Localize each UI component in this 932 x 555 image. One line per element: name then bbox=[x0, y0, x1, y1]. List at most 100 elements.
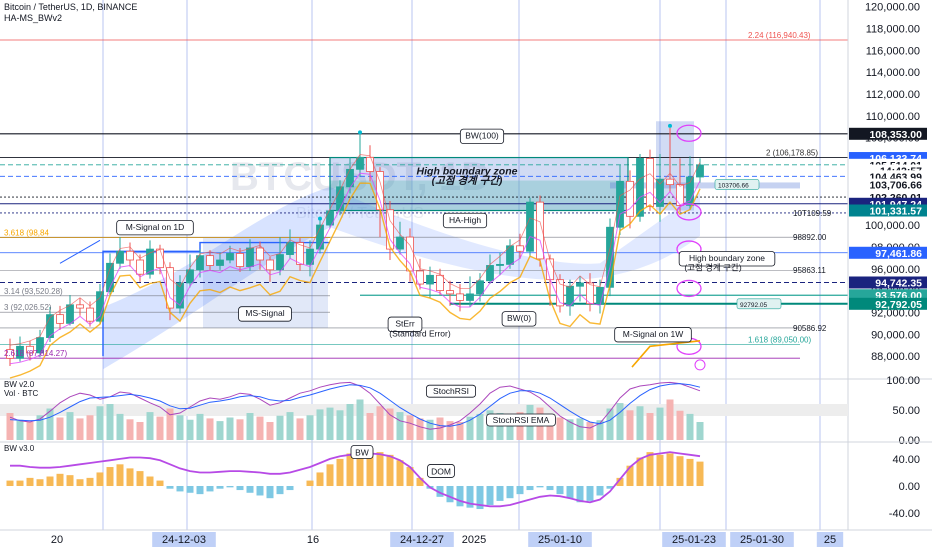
candle bbox=[246, 239, 254, 271]
volume-bar bbox=[556, 417, 564, 440]
highlight-ellipse bbox=[676, 279, 702, 298]
bw-bar bbox=[226, 486, 234, 488]
stochrsi-ema-line bbox=[9, 383, 701, 427]
volume-bar bbox=[116, 413, 124, 440]
volume-bar bbox=[456, 422, 464, 440]
bw-bar bbox=[36, 479, 44, 486]
price-badge: 92,792.05 bbox=[849, 297, 927, 311]
bw-bar bbox=[616, 477, 624, 486]
candle-body bbox=[486, 265, 494, 282]
bw-bar bbox=[696, 461, 704, 486]
bw-bar bbox=[416, 477, 424, 486]
bw-bar bbox=[476, 486, 484, 510]
date-highlight bbox=[152, 532, 216, 547]
right-zone-annotation-box bbox=[678, 251, 776, 267]
bw-bar bbox=[146, 476, 154, 486]
vol-tick: 100.00 bbox=[886, 375, 920, 387]
candle bbox=[116, 237, 124, 269]
candle-body bbox=[466, 293, 474, 301]
candle bbox=[6, 338, 14, 366]
bw-bar bbox=[176, 486, 184, 492]
date-tick: 2025 bbox=[462, 534, 486, 546]
level-chip bbox=[736, 298, 782, 310]
volume-bar bbox=[26, 422, 34, 440]
candle-body bbox=[276, 254, 284, 271]
bw-bar bbox=[286, 486, 294, 491]
candle-body bbox=[186, 269, 194, 284]
candle-body bbox=[166, 267, 174, 309]
price-badge: 97,461.86 bbox=[849, 246, 927, 260]
volume-bar bbox=[136, 422, 144, 440]
vol-annotation-text: StochRSI bbox=[433, 386, 469, 396]
price-badge-text: 108,353.00 bbox=[869, 129, 922, 141]
price-badge-text: 103,706.66 bbox=[869, 180, 922, 192]
price-badge-text: 94,742.35 bbox=[875, 277, 922, 289]
candle bbox=[186, 254, 194, 288]
candle bbox=[666, 127, 674, 193]
bw-bar bbox=[506, 486, 514, 499]
volume-bar bbox=[696, 422, 704, 440]
vol-tick: 0.00 bbox=[899, 435, 920, 447]
candle-body bbox=[86, 307, 94, 322]
candle bbox=[646, 149, 654, 211]
candle bbox=[656, 154, 664, 222]
bw-bar bbox=[316, 472, 324, 486]
candle bbox=[486, 254, 494, 285]
bw-bar bbox=[686, 458, 694, 486]
candle-body bbox=[526, 201, 534, 252]
chart-annotation: M-Signal on 1D bbox=[116, 219, 194, 236]
volume-bar bbox=[616, 403, 624, 440]
bw-bar bbox=[486, 486, 494, 505]
volume-bar bbox=[236, 419, 244, 440]
bw-bar bbox=[386, 454, 394, 486]
date-highlight bbox=[390, 532, 454, 547]
bw-annotation-box bbox=[427, 464, 455, 478]
price-badge-bg bbox=[849, 297, 927, 310]
volume-bar bbox=[506, 415, 514, 440]
volume-bar bbox=[406, 415, 414, 440]
volume-bar bbox=[476, 413, 484, 440]
level-chip-text: 92792.05 bbox=[740, 302, 767, 309]
volume-bar bbox=[86, 415, 94, 440]
candle bbox=[526, 197, 534, 257]
volume-bar bbox=[96, 406, 104, 440]
bw-panel-title: BW v3.0 bbox=[4, 444, 35, 453]
candle-body bbox=[416, 270, 424, 285]
bw-bar bbox=[516, 486, 524, 495]
candle bbox=[676, 158, 684, 212]
candle bbox=[256, 241, 264, 270]
regression-channel-2 bbox=[330, 186, 700, 281]
right-zone-annotation-text: High boundary zone bbox=[689, 253, 765, 263]
alert-icon bbox=[694, 359, 706, 371]
right-zone-annotation: (고점 경계 구간) bbox=[684, 262, 741, 272]
volume-bar bbox=[496, 413, 504, 440]
vol-annotation-box bbox=[486, 413, 556, 427]
wick-dot bbox=[318, 216, 322, 221]
price-badge-bg bbox=[849, 127, 927, 140]
volume-bar bbox=[166, 408, 174, 440]
volume-bar bbox=[316, 409, 324, 440]
candle-body bbox=[646, 158, 654, 207]
candle-body bbox=[676, 184, 684, 206]
sterr-annotation-box bbox=[387, 316, 423, 332]
candle-body bbox=[266, 259, 274, 271]
date-tick: 24-12-03 bbox=[162, 534, 206, 546]
price-tick: 92,000.00 bbox=[871, 307, 920, 319]
volume-bar bbox=[336, 410, 344, 440]
candle-body bbox=[356, 156, 364, 170]
sterr-annotation-text: (Standard Error) bbox=[389, 328, 451, 338]
chart-annotation: HA-High bbox=[442, 212, 488, 229]
volume-bar bbox=[446, 421, 454, 440]
candle bbox=[516, 233, 524, 259]
candle-body bbox=[156, 248, 164, 269]
bw-bar bbox=[636, 457, 644, 486]
price-axis-bg bbox=[848, 0, 932, 550]
chart-annotation: BW(100) bbox=[459, 128, 505, 145]
zone-annotation-text: (고점 경계 구간) bbox=[432, 175, 503, 187]
volume-bar bbox=[206, 418, 214, 440]
orange-ma bbox=[9, 182, 701, 379]
volume-bar bbox=[326, 407, 334, 440]
red-ma bbox=[9, 154, 701, 346]
